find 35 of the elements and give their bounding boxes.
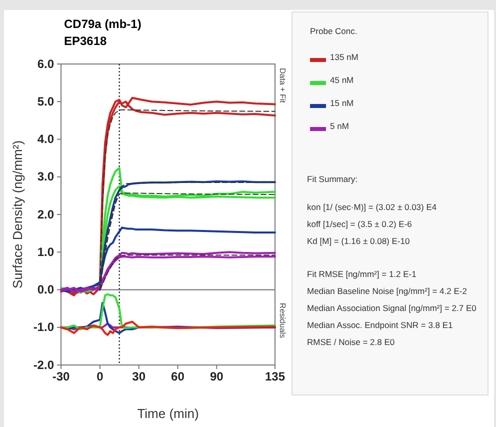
- legend-label: 135 nM: [330, 52, 358, 62]
- text: Kd [M] = (1.16 ± 0.08) E-10: [307, 236, 410, 246]
- text: Fit RMSE [ng/mm²] = 1.2 E-1: [307, 269, 417, 279]
- legend-label: 45 nM: [330, 75, 354, 85]
- y-tick-label: 2.0: [37, 207, 54, 222]
- text: Data + Fit: [278, 68, 287, 104]
- text: Median Association Signal [ng/mm²] = 2.7 E0: [307, 303, 477, 313]
- y-tick-label: -1.0: [33, 320, 54, 334]
- y-tick-label: -2.0: [33, 358, 54, 372]
- x-tick-label: 90: [210, 370, 224, 384]
- x-axis-title: Time (min): [137, 406, 199, 421]
- legend-label: 15 nM: [330, 98, 354, 108]
- x-tick-label: -30: [52, 370, 70, 384]
- text: RMSE / Noise = 2.8 E0: [307, 337, 395, 347]
- text: koff [1/sec] = (3.5 ± 0.2) E-6: [307, 219, 412, 229]
- legend-title: Probe Conc.: [310, 26, 358, 36]
- x-tick-label: 0: [96, 370, 104, 384]
- text: Fit Summary:: [307, 174, 358, 184]
- y-tick-label: 0.0: [37, 282, 54, 297]
- x-tick-label: 60: [171, 370, 185, 384]
- chart-title: CD79a (mb-1): [64, 17, 142, 31]
- text: kon [1/ (sec·M)] = (3.02 ± 0.03) E4: [307, 202, 437, 212]
- text: Median Baseline Noise [ng/mm²] = 4.2 E-2: [307, 286, 468, 296]
- x-tick-label: 135: [264, 370, 286, 384]
- text: Median Assoc. Endpoint SNR = 3.8 E1: [307, 320, 454, 330]
- legend-label: 5 nM: [330, 121, 349, 131]
- y-tick-label: 3.0: [37, 170, 54, 184]
- y-axis-title: Surface Density (ng/mm²): [10, 140, 25, 289]
- chart-subtitle: EP3618: [64, 34, 108, 48]
- y-tick-label: 4.0: [37, 132, 54, 146]
- text: Residuals: [278, 302, 287, 338]
- x-tick-label: 30: [132, 370, 146, 384]
- y-tick-label: 6.0: [37, 56, 54, 71]
- y-tick-label: 5.0: [37, 94, 54, 108]
- y-tick-label: 1.0: [37, 244, 54, 259]
